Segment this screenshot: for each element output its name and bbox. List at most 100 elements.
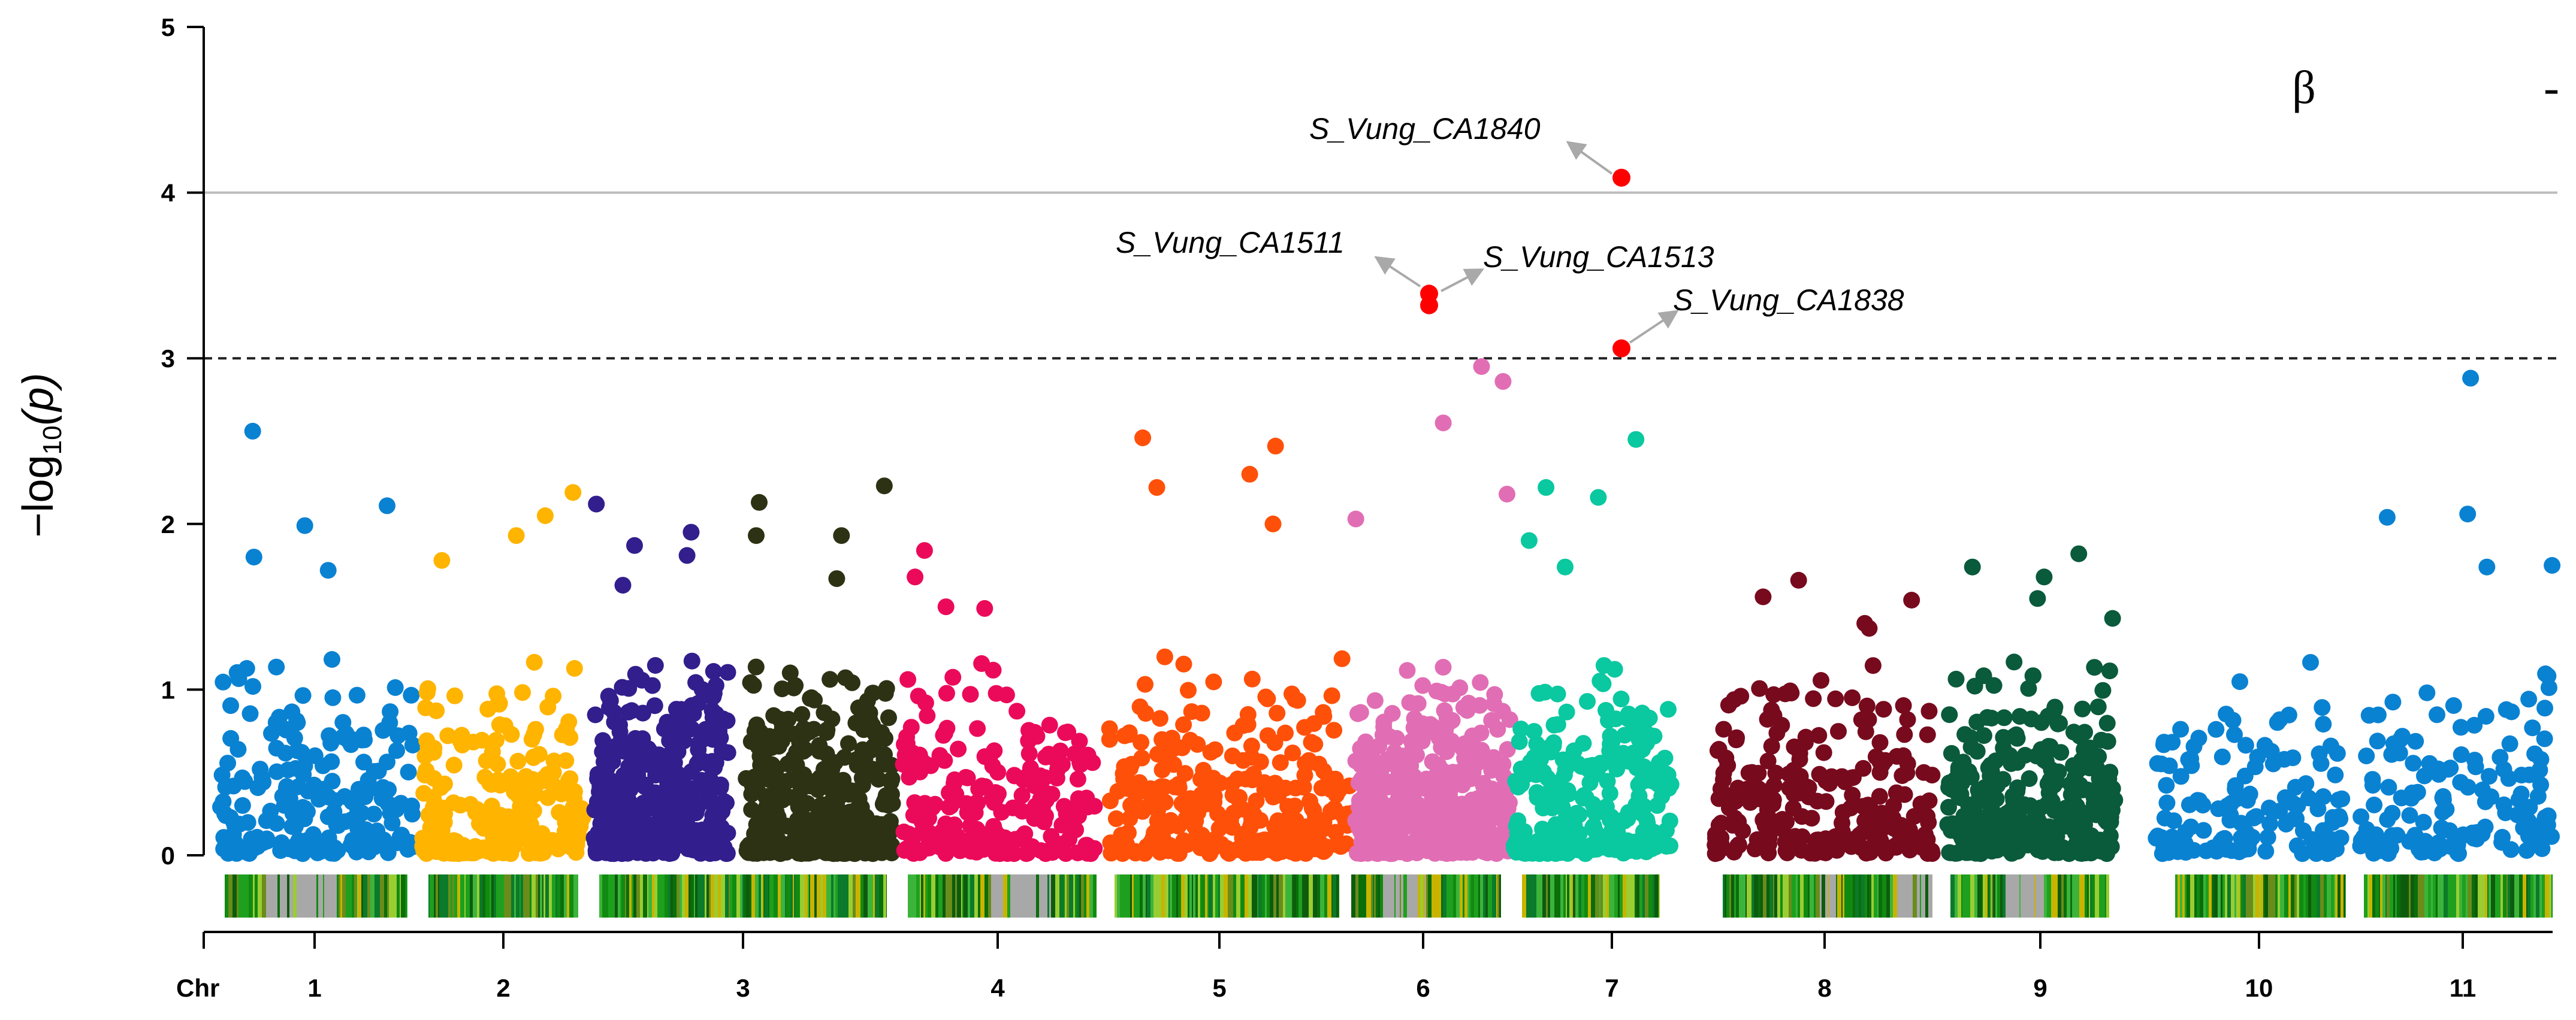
chr-7-point: [1430, 756, 1447, 774]
chr-11-point: [2276, 789, 2294, 806]
chr-11-point: [2194, 797, 2212, 814]
chr-11-point: [2452, 774, 2469, 791]
chr-11-point: [2435, 791, 2452, 809]
density-bar: [781, 874, 785, 918]
density-bar: [1276, 874, 1279, 918]
chr-11-point: [2465, 830, 2483, 847]
density-bar: [1130, 874, 1132, 918]
chr-5-point: [949, 830, 965, 847]
chr-5-point: [1072, 756, 1089, 773]
chr-9-point: [1834, 815, 1850, 831]
x-axis-title: Chr: [176, 974, 219, 1002]
chr-1-point: [386, 679, 404, 696]
density-bar: [1804, 874, 1808, 918]
chr-11-point: [2155, 736, 2172, 753]
chr-6-point: [1179, 836, 1196, 853]
chr-8-point: [1547, 845, 1565, 862]
chr-3-peak-point: [626, 537, 643, 554]
chr-11-peak-point: [2459, 506, 2477, 523]
density-bar: [367, 874, 370, 918]
chr-11-point: [2450, 845, 2467, 862]
chr-1-point: [365, 806, 382, 823]
chr-8-point: [1612, 691, 1630, 707]
chr-2-peak-point: [433, 552, 451, 569]
density-bar: [2380, 874, 2382, 918]
density-bar: [573, 874, 577, 918]
chr-5-point: [936, 843, 953, 860]
density-bar: [755, 874, 759, 918]
density-bar: [2106, 874, 2109, 918]
density-bar: [1036, 874, 1039, 918]
chr-6-point: [1102, 834, 1119, 852]
chr-11-point: [2288, 837, 2306, 855]
chr-11-point: [2481, 768, 2498, 785]
density-bar: [916, 874, 920, 918]
annotation-arrow: [1566, 141, 1613, 175]
chr-3-point: [635, 794, 652, 812]
chr-9-point: [1791, 744, 1808, 762]
density-bar: [1423, 874, 1425, 918]
density-bar: [1207, 874, 1209, 918]
chr-3-point: [719, 824, 736, 842]
density-bar: [246, 874, 249, 918]
chr-1-point: [349, 802, 367, 819]
density-bar: [2424, 874, 2428, 918]
chr-3-point: [589, 845, 606, 862]
density-bar: [569, 874, 573, 918]
density-bar: [1985, 874, 1988, 918]
x-tick-label: 8: [1817, 974, 1831, 1002]
chr-1-point: [336, 788, 354, 805]
chr-4-point: [809, 780, 826, 797]
density-bar: [725, 874, 729, 918]
density-bar: [1205, 874, 1207, 918]
density-bar: [1195, 874, 1198, 918]
chr-9-point: [1714, 840, 1732, 856]
chr-7-peak-point: [1494, 373, 1512, 390]
chr-7-point: [1379, 779, 1396, 796]
chr-11-point: [2208, 843, 2225, 860]
chr-10-point: [2101, 662, 2118, 680]
chr-5-peak-point: [976, 600, 993, 617]
chr-1-point: [373, 790, 391, 807]
density-bar: [2334, 874, 2335, 918]
density-bar: [964, 874, 968, 918]
density-bar: [618, 874, 620, 918]
chr-9-peak-point: [1754, 588, 1772, 606]
chr-4-peak-point: [748, 527, 765, 544]
chr-2-point: [525, 748, 542, 765]
density-bar: [1536, 874, 1541, 918]
density-bar: [1548, 874, 1550, 918]
density-bar: [615, 874, 618, 918]
chr-1-point: [286, 730, 303, 747]
density-bar: [1499, 874, 1501, 918]
chr-6-point: [1266, 734, 1284, 752]
density-bar: [694, 874, 695, 918]
chr-4-peak-point: [828, 570, 845, 588]
chr-1-peak-point: [319, 562, 337, 579]
chr-8-point: [1513, 776, 1530, 793]
y-tick-label: 4: [161, 179, 176, 207]
chr-8-point: [1512, 721, 1530, 738]
chr-10-point: [1941, 706, 1958, 724]
density-bar: [464, 874, 466, 918]
density-bar: [626, 874, 629, 918]
chr-9-point: [1899, 711, 1916, 728]
density-bar: [1962, 874, 1965, 918]
density-bar: [872, 874, 873, 918]
chr-6-point: [1305, 802, 1322, 819]
chr-4-point: [840, 735, 857, 752]
density-bar: [430, 874, 434, 918]
chr-11-point: [2364, 771, 2381, 788]
chr-1-point: [362, 828, 379, 845]
chr-6-point: [1131, 698, 1149, 716]
chr-11-point: [2324, 809, 2342, 826]
density-bar: [643, 874, 647, 918]
density-bar: [2482, 874, 2485, 918]
chr-2-point: [489, 755, 506, 773]
density-bar: [2058, 874, 2061, 918]
density-bar: [1079, 874, 1081, 918]
chr-9-point: [1830, 723, 1847, 740]
density-bar: [2527, 874, 2530, 918]
chr-1-point: [244, 678, 261, 695]
